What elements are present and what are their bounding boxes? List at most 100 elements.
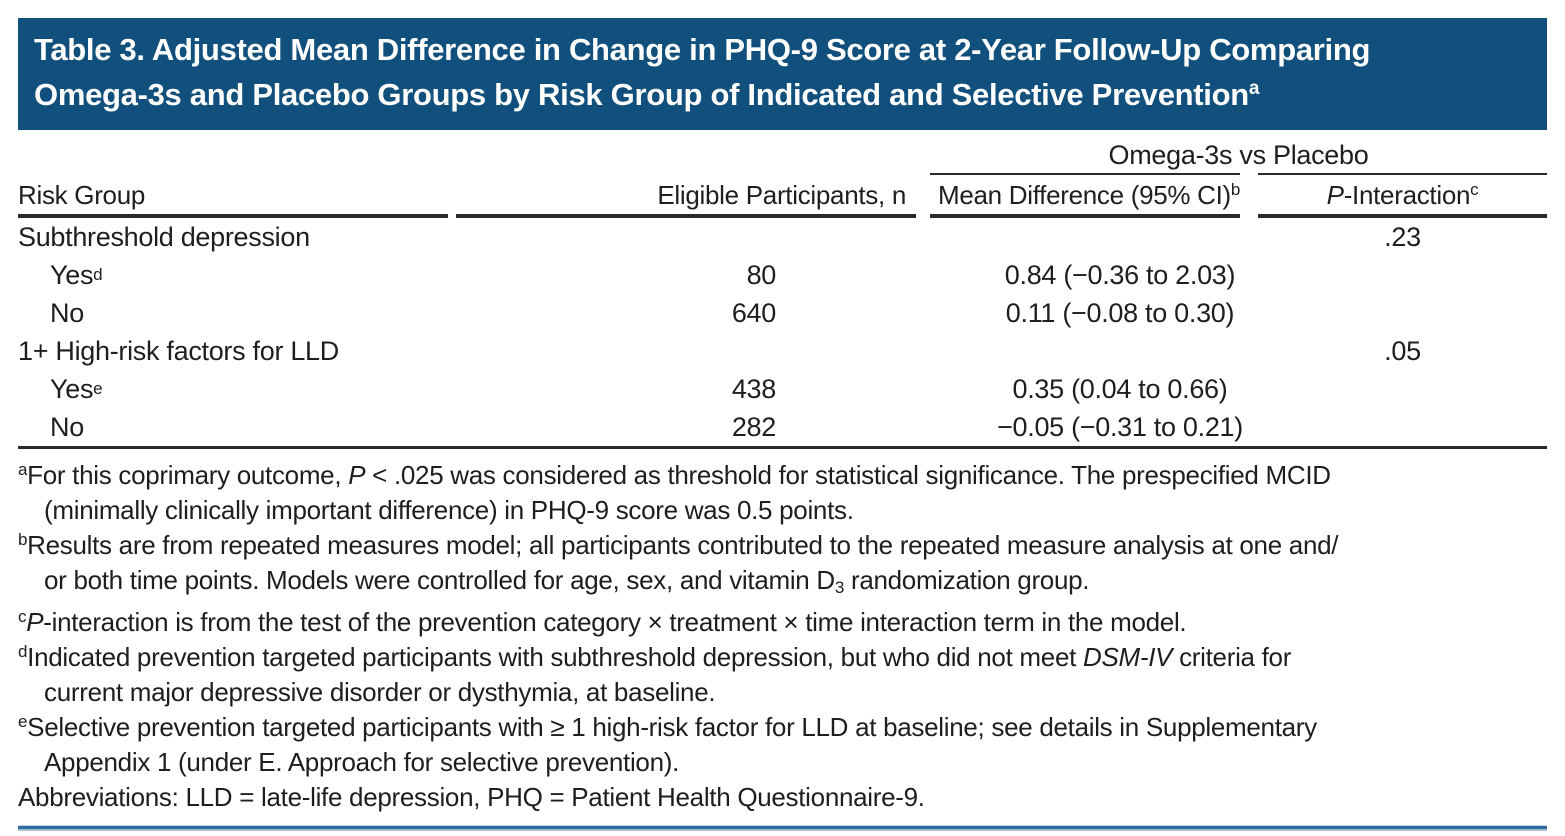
footnote-b: bResults are from repeated measures mode… [18, 528, 1547, 605]
spanner-rule-right [1258, 173, 1547, 175]
table-title-line2: Omega-3s and Placebo Groups by Risk Grou… [34, 69, 1531, 114]
footnote-text: Results are from repeated measures model… [27, 530, 1339, 560]
eligible-n-cell: 282 [456, 408, 916, 446]
footnote-text: < .025 was considered as threshold for s… [365, 460, 1331, 490]
p-interaction-label: P-Interactionc [1327, 180, 1479, 211]
footnote-text: Indicated prevention targeted participan… [27, 642, 1083, 672]
footnote-line: bResults are from repeated measures mode… [18, 528, 1547, 563]
row-label: 1+ High-risk factors for LLD [18, 335, 339, 366]
table-row-high-risk-factors: 1+ High-risk factors for LLD .05 [18, 332, 1547, 370]
table-body: Subthreshold depression .23 Yes d 80 0.84… [18, 218, 1547, 446]
table-row-subthreshold-no: No 640 0.11 (−0.08 to 0.30) [18, 294, 1547, 332]
footnote-text-italic: P [348, 460, 366, 490]
row-label-cell: Yes d [50, 259, 103, 290]
footnote-text: Abbreviations: LLD = late-life depressio… [18, 782, 925, 812]
column-header-risk-group-label: Risk Group [18, 180, 146, 210]
table-row-subthreshold-yes: Yes d 80 0.84 (−0.36 to 2.03) [18, 256, 1547, 294]
p-interaction-cell [1258, 408, 1547, 446]
footnote-text-italic: DSM-IV [1082, 642, 1173, 672]
p-interaction-cell [1258, 256, 1547, 294]
footnote-text: -interaction is from the test of the pre… [43, 607, 1187, 637]
row-label: No [50, 411, 84, 442]
column-header-risk-group: Risk Group [18, 176, 448, 218]
spanner-label: Omega-3s vs Placebo [1108, 140, 1369, 170]
eligible-n-cell: 438 [456, 370, 916, 408]
spanner-row: Omega-3s vs Placebo [18, 138, 1547, 172]
footnote-text: Selective prevention targeted participan… [27, 712, 1317, 742]
footnote-text: criteria for [1172, 642, 1292, 672]
mean-difference-footnote-marker: b [1230, 180, 1241, 199]
mean-difference-value: 0.35 (0.04 to 0.66) [1012, 373, 1228, 404]
row-label: Yes [50, 373, 94, 404]
abbreviations-note: Abbreviations: LLD = late-life depressio… [18, 780, 1547, 815]
table-header: Omega-3s vs Placebo Risk Group Eligible … [18, 138, 1547, 218]
eligible-n-cell: 640 [456, 294, 916, 332]
mean-difference-value: 0.84 (−0.36 to 2.03) [1004, 259, 1236, 290]
table-row-high-risk-yes: Yes e 438 0.35 (0.04 to 0.66) [18, 370, 1547, 408]
footnote-text: randomization group. [844, 565, 1090, 595]
eligible-n-cell: 80 [456, 256, 916, 294]
mean-difference-cell: 0.84 (−0.36 to 2.03) [930, 256, 1240, 294]
row-label-cell: 1+ High-risk factors for LLD [18, 332, 448, 370]
title-footnote-marker: a [1248, 78, 1260, 99]
row-label-cell: Yes e [50, 373, 103, 404]
p-interaction-value: .23 [1384, 221, 1421, 252]
column-header-eligible-label: Eligible Participants, n [657, 180, 906, 210]
table-row-subthreshold-depression: Subthreshold depression .23 [18, 218, 1547, 256]
spanner-rule-left [930, 173, 1240, 175]
eligible-n-value: 640 [731, 297, 776, 328]
mean-difference-cell [930, 332, 1240, 370]
footnote-line: eSelective prevention targeted participa… [18, 710, 1547, 745]
mean-difference-cell: −0.05 (−0.31 to 0.21) [930, 408, 1243, 446]
footnote-marker: d [18, 642, 28, 661]
footnote-marker: a [18, 460, 28, 479]
figure-bottom-border [18, 825, 1547, 831]
footnote-c: cP-interaction is from the test of the p… [18, 605, 1547, 640]
footnote-line: dIndicated prevention targeted participa… [18, 640, 1547, 675]
p-interaction-cell [1258, 294, 1547, 332]
eligible-n-cell [456, 218, 916, 256]
row-label-cell: No [18, 294, 448, 332]
table-title-banner: Table 3. Adjusted Mean Difference in Cha… [18, 18, 1547, 130]
column-header-mean-difference-label: Mean Difference (95% CI)b [938, 180, 1240, 211]
p-interaction-cell: .05 [1258, 332, 1547, 370]
mean-difference-cell [930, 218, 1240, 256]
p-interaction-cell: .23 [1258, 218, 1547, 256]
p-interaction-footnote-marker: c [1470, 180, 1479, 199]
column-header-eligible-participants: Eligible Participants, n [456, 176, 916, 218]
footnotes: aFor this coprimary outcome, P < .025 wa… [18, 458, 1547, 815]
footnote-text-italic: P [26, 607, 44, 637]
row-label: No [50, 297, 84, 328]
footnote-line: (minimally clinically important differen… [44, 493, 1547, 528]
footnote-text: Appendix 1 (under E. Approach for select… [44, 747, 680, 777]
eligible-n-value: 80 [746, 259, 777, 290]
footnote-line: Appendix 1 (under E. Approach for select… [44, 745, 1547, 780]
footnote-text: For this coprimary outcome, [27, 460, 349, 490]
mean-difference-value: 0.11 (−0.08 to 0.30) [1005, 297, 1235, 328]
footnote-marker: c [18, 607, 27, 626]
footnote-line: or both time points. Models were control… [44, 563, 1547, 605]
footnote-a: aFor this coprimary outcome, P < .025 wa… [18, 458, 1547, 528]
footnote-text: (minimally clinically important differen… [44, 495, 854, 525]
table-title-line1: Table 3. Adjusted Mean Difference in Cha… [34, 32, 1371, 67]
footnote-text: or both time points. Models were control… [44, 565, 835, 595]
footnote-line: current major depressive disorder or dys… [44, 675, 1547, 710]
footnote-text: current major depressive disorder or dys… [44, 677, 716, 707]
row-label-cell: Subthreshold depression [18, 218, 448, 256]
mean-difference-value: −0.05 (−0.31 to 0.21) [997, 411, 1243, 442]
footnote-line: aFor this coprimary outcome, P < .025 wa… [18, 458, 1547, 493]
p-interaction-value: .05 [1384, 335, 1421, 366]
row-label: Subthreshold depression [18, 221, 310, 252]
footnote-line: cP-interaction is from the test of the p… [18, 605, 1547, 640]
column-header-row: Risk Group Eligible Participants, n Mean… [18, 176, 1547, 218]
footnote-marker: b [18, 530, 28, 549]
mean-difference-text: Mean Difference (95% CI) [938, 180, 1231, 210]
column-header-p-interaction: P-Interactionc [1258, 176, 1547, 218]
footnote-e: eSelective prevention targeted participa… [18, 710, 1547, 780]
footnote-text-subscript: 3 [834, 578, 845, 597]
table-bottom-rule [18, 446, 1547, 449]
table-title-line2-text: Omega-3s and Placebo Groups by Risk Grou… [34, 77, 1249, 112]
row-label: Yes [50, 259, 94, 290]
eligible-n-value: 438 [731, 373, 776, 404]
row-label-cell: No [18, 408, 448, 446]
